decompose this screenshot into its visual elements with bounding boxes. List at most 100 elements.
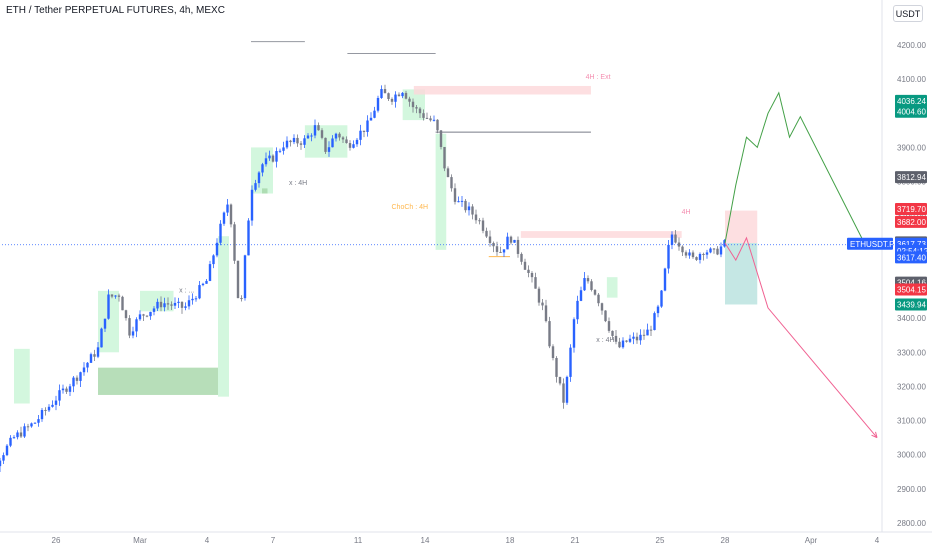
candle-body <box>345 139 348 144</box>
candle-body <box>103 318 107 329</box>
candle-body <box>530 272 534 278</box>
candle-body <box>198 285 201 299</box>
annotation-label: x : 4H <box>289 180 307 187</box>
candle-body <box>121 296 124 311</box>
candle-body <box>502 249 506 253</box>
candle-body <box>688 252 691 256</box>
y-tick-label: 2900.00 <box>897 485 926 494</box>
candle-body <box>341 137 345 140</box>
candle-body <box>702 253 705 255</box>
candle-body <box>572 319 576 348</box>
price-label: 3504.16 <box>897 279 926 288</box>
candle-body <box>425 117 429 119</box>
candle-body <box>691 252 695 258</box>
candle-body <box>240 298 243 300</box>
candle-body <box>40 409 44 420</box>
candle-body <box>184 306 187 308</box>
candle-body <box>331 138 334 148</box>
candle-body <box>614 335 618 342</box>
candle-body <box>593 289 597 295</box>
candle-body <box>607 321 611 331</box>
candle-body <box>621 340 625 348</box>
candle-body <box>289 140 292 143</box>
projection-up-path <box>724 91 867 247</box>
candle-body <box>450 177 453 189</box>
candle-body <box>443 146 446 169</box>
price-label: 4036.24 <box>897 97 926 106</box>
candle-body <box>453 188 457 202</box>
candle-body <box>33 422 37 424</box>
candle-body <box>194 298 198 300</box>
x-tick-label: 25 <box>656 536 665 545</box>
candle-body <box>334 133 338 139</box>
price-label-bg <box>895 251 927 264</box>
candle-body <box>82 367 86 373</box>
candle-body <box>684 252 688 256</box>
candle-body <box>58 390 61 401</box>
x-tick-label: 14 <box>421 536 430 545</box>
candle-body <box>271 155 275 162</box>
candle-body <box>401 92 404 97</box>
candle-body <box>369 117 373 121</box>
candle-body <box>649 329 653 331</box>
candle-body <box>411 101 415 108</box>
candle-body <box>163 303 166 308</box>
candle-body <box>632 336 635 339</box>
price-label-bg <box>895 283 927 296</box>
x-tick-label: 4 <box>205 536 210 545</box>
candle-body <box>212 255 215 265</box>
candle-body <box>674 234 677 243</box>
candle-body <box>145 315 149 317</box>
candle-body <box>117 295 121 297</box>
candle-body <box>268 155 271 159</box>
candle-body <box>670 234 674 245</box>
candle-body <box>282 147 285 151</box>
candle-body <box>485 230 488 237</box>
annotation-label: 4H <box>682 209 691 216</box>
price-label-bg <box>895 105 927 118</box>
candle-body <box>362 130 366 132</box>
candle-body <box>583 278 586 291</box>
candle-body <box>586 278 590 282</box>
y-tick-label: 3300.00 <box>897 348 926 357</box>
x-tick-label: Apr <box>805 536 818 545</box>
candle-body <box>142 314 145 316</box>
x-tick-label: Mar <box>133 536 147 545</box>
candle-body <box>597 294 600 304</box>
candle-body <box>205 280 208 284</box>
annotation-label: 4H : Ext <box>586 74 611 81</box>
annotation-label: x : 4H <box>596 337 614 344</box>
price-label-bg <box>895 298 927 311</box>
candle-body <box>110 294 114 297</box>
projection-down-path <box>724 236 878 438</box>
currency-button[interactable]: USDT <box>893 5 923 22</box>
candle-body <box>625 340 628 342</box>
candle-body <box>509 236 513 243</box>
candle-body <box>261 164 264 173</box>
zone-demand <box>218 236 229 397</box>
x-tick-label: 18 <box>506 536 515 545</box>
candle-body <box>226 204 229 213</box>
annotation-label: x : ... <box>179 288 194 295</box>
price-label: 3439.94 <box>897 301 926 310</box>
candle-body <box>474 214 478 221</box>
candle-body <box>523 261 527 270</box>
price-label-bg <box>895 171 927 184</box>
candle-body <box>135 319 138 332</box>
x-tick-label: 4 <box>875 536 880 545</box>
candle-body <box>383 89 387 94</box>
candle-body <box>705 252 709 255</box>
price-label-bg <box>895 94 927 107</box>
candle-body <box>124 310 128 319</box>
candle-body <box>275 151 278 162</box>
candle-body <box>656 306 660 314</box>
candle-body <box>100 328 103 348</box>
candle-body <box>695 257 698 260</box>
candle-body <box>37 419 40 423</box>
y-tick-label: 3100.00 <box>897 417 926 426</box>
candle-body <box>478 220 481 222</box>
y-tick-label: 3000.00 <box>897 451 926 460</box>
candle-body <box>635 336 639 341</box>
candle-body <box>44 409 47 411</box>
